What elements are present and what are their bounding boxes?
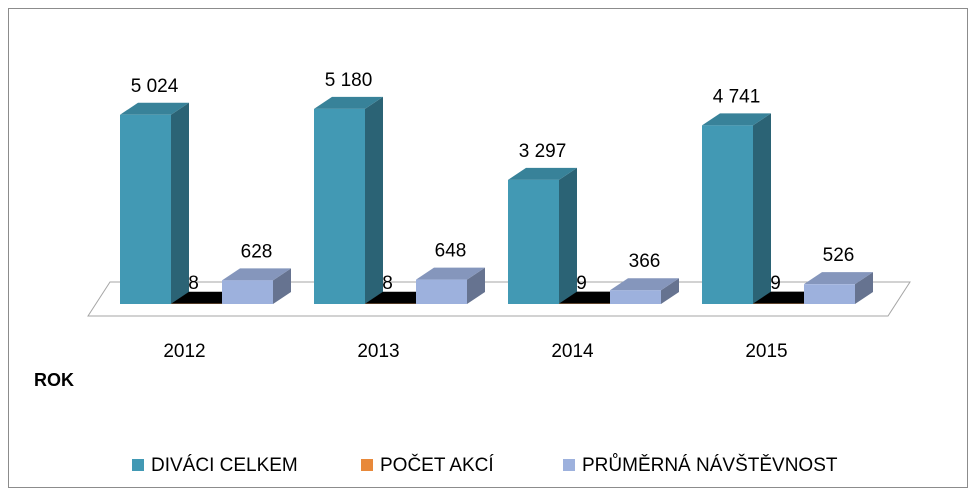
x-tick-label: 2015 <box>745 341 787 362</box>
legend-label: PRŮMĚRNÁ NÁVŠTĚVNOST <box>582 454 838 476</box>
bar <box>222 268 291 304</box>
x-tick-label: 2013 <box>357 341 399 362</box>
legend-swatch <box>361 459 373 471</box>
data-label: 9 <box>576 273 587 294</box>
bar-front <box>416 280 467 304</box>
x-tick-label: 2012 <box>163 341 205 362</box>
legend-label: DIVÁCI CELKEM <box>151 455 298 476</box>
bar-side <box>365 97 383 304</box>
bar-front <box>222 280 273 304</box>
legend-swatch <box>563 459 575 471</box>
bar-side <box>559 168 577 304</box>
bar <box>508 168 577 304</box>
data-label: 366 <box>629 251 661 272</box>
bar-front <box>702 125 753 304</box>
bar-front <box>508 180 559 304</box>
data-label: 8 <box>188 273 199 294</box>
bar-side <box>753 113 771 304</box>
data-label: 5 024 <box>131 76 179 97</box>
data-label: 526 <box>823 245 855 266</box>
bar <box>416 268 485 304</box>
legend-label: POČET AKCÍ <box>380 454 494 476</box>
data-label: 8 <box>382 273 393 294</box>
data-label: 9 <box>770 273 781 294</box>
legend-swatch <box>132 459 144 471</box>
bar-front <box>314 109 365 304</box>
bar <box>314 97 383 304</box>
data-label: 628 <box>241 241 273 262</box>
x-axis-label: ROK <box>34 370 74 390</box>
data-label: 648 <box>435 241 467 262</box>
data-label: 4 741 <box>713 86 761 107</box>
bar-front <box>120 115 171 304</box>
bar-front <box>610 290 661 304</box>
bar-front <box>804 284 855 304</box>
x-tick-label: 2014 <box>551 341 594 362</box>
bar-side <box>171 103 189 304</box>
data-label: 5 180 <box>325 70 373 91</box>
data-label: 3 297 <box>519 141 567 162</box>
bar <box>702 113 771 304</box>
bar <box>120 103 189 304</box>
